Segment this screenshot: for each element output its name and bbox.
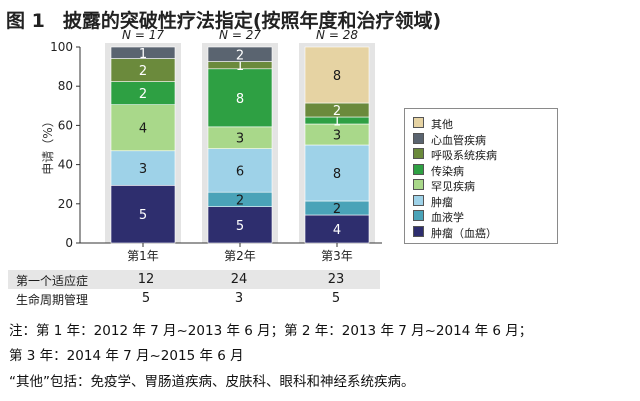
table-row-first-indication: 第一个适应症 12 24 23 — [8, 270, 380, 289]
legend-label: 血液学 — [431, 211, 464, 224]
data-label: 3 — [333, 129, 341, 144]
figure-number: 图 1 — [6, 10, 45, 32]
data-label: 4 — [139, 122, 147, 137]
bar-segment — [110, 150, 176, 186]
bar-segment — [110, 46, 176, 59]
cell-lifecycle-year3: 5 — [331, 291, 341, 306]
legend-swatch — [413, 194, 424, 206]
data-label: 2 — [139, 64, 147, 79]
cell-first-indication-year2: 24 — [230, 272, 248, 287]
n-label: N = 27 — [219, 28, 261, 42]
bar-segment — [207, 68, 273, 128]
legend-label: 其他 — [431, 118, 453, 131]
data-label: 8 — [236, 92, 244, 107]
chart-legend: 其他心血管疾病呼吸系统疾病 传染病罕见疾病肿瘤血液学肿瘤（血癌） — [404, 108, 558, 244]
data-label: 5 — [139, 208, 147, 223]
legend-label: 心血管疾病 — [431, 133, 486, 147]
n-label: N = 17 — [122, 28, 164, 42]
y-tick-label: 100 — [50, 40, 73, 54]
legend-swatch — [413, 225, 424, 237]
bar-segment — [207, 206, 273, 244]
cell-first-indication-year1: 12 — [137, 272, 155, 287]
figure-title-text: 披露的突破性疗法指定(按照年度和治疗领域) — [62, 10, 442, 32]
cell-first-indication-year3: 23 — [327, 272, 345, 287]
legend-label: 呼吸系统疾病 — [431, 149, 497, 162]
x-tick-label: 第1年 — [127, 249, 159, 263]
legend-label: 传染病 — [431, 164, 464, 178]
bar-segment — [304, 144, 370, 202]
y-tick-label: 40 — [58, 158, 73, 172]
data-label: 1 — [139, 47, 147, 62]
cell-lifecycle-year1: 5 — [141, 291, 151, 306]
legend-swatch — [413, 210, 424, 221]
data-label: 2 — [236, 193, 244, 208]
legend-label: 肿瘤 — [431, 195, 453, 209]
data-label: 8 — [333, 167, 341, 182]
data-label: 2 — [236, 48, 244, 63]
x-tick-label: 第3年 — [321, 249, 353, 263]
figure-title: 图 1 披露的突破性疗法指定(按照年度和治疗领域) — [6, 6, 441, 33]
data-label: 8 — [333, 69, 341, 84]
bar-segment — [110, 104, 176, 152]
n-label: N = 28 — [316, 28, 358, 42]
data-label: 3 — [139, 162, 147, 177]
cell-lifecycle-year2: 3 — [234, 291, 244, 306]
legend-swatch — [413, 117, 424, 128]
legend-label: 肿瘤（血癌） — [431, 226, 497, 240]
data-label: 6 — [236, 164, 244, 179]
data-label: 2 — [139, 87, 147, 102]
bar-segment — [207, 46, 273, 62]
x-tick-label: 第2年 — [224, 249, 256, 263]
data-label: 2 — [333, 104, 341, 119]
legend-swatch — [413, 148, 424, 159]
legend-swatch — [413, 163, 424, 175]
note-line-2: 第 3 年：2014 年 7 月~2015 年 6 月 — [9, 348, 244, 364]
y-tick-label: 80 — [58, 79, 73, 93]
row-label-lifecycle: 生命周期管理 — [16, 293, 89, 307]
row-label-first-indication: 第一个适应症 — [16, 274, 89, 288]
note-line-3: “其他”包括：免疫学、胃肠道疾病、皮肤科、眼科和神经系统疾病。 — [9, 374, 415, 390]
y-tick-label: 60 — [58, 118, 73, 132]
data-label: 2 — [333, 202, 341, 217]
y-tick-label: 0 — [65, 236, 73, 250]
legend-label: 罕见疾病 — [431, 180, 475, 193]
legend-swatch — [413, 132, 424, 144]
bar-segment — [110, 185, 176, 244]
data-label: 1 — [333, 115, 341, 130]
data-label: 5 — [236, 219, 244, 234]
bar-segment — [304, 46, 370, 104]
legend-swatch — [413, 179, 424, 190]
table-row-lifecycle: 生命周期管理 5 3 5 — [8, 289, 380, 308]
data-label: 4 — [333, 223, 341, 238]
bar-segment — [207, 148, 273, 193]
note-line-1: 注：第 1 年：2012 年 7 月~2013 年 6 月；第 2 年：2013… — [9, 323, 533, 339]
data-label: 1 — [236, 59, 244, 74]
y-axis-label: 申请（%） — [41, 115, 55, 174]
data-label: 3 — [236, 132, 244, 147]
y-tick-label: 20 — [58, 197, 73, 211]
